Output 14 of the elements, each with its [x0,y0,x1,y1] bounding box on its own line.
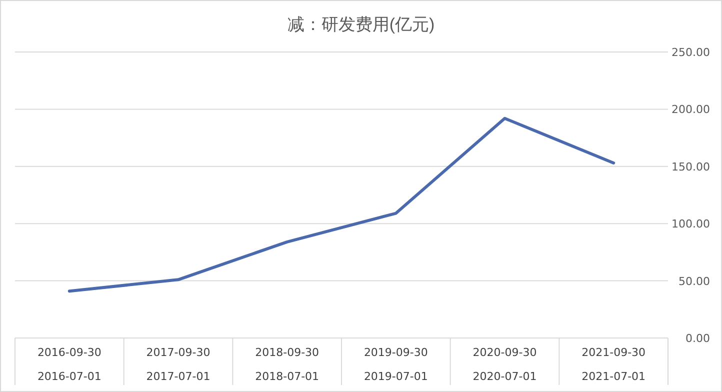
y-tick-label: 200.00 [672,103,710,116]
x-tick-label: 2019-09-30 2019-07-01 [364,346,428,383]
x-tick-label: 2016-09-30 2016-07-01 [37,346,102,383]
y-tick-label: 50.00 [678,274,710,288]
x-tick-label: 2021-09-30 2021-07-01 [582,346,646,383]
x-tick-label: 2020-09-30 2020-07-01 [472,346,537,383]
y-tick-label: 100.00 [672,218,710,231]
chart-title: 减：研发费用(亿元) [287,15,435,34]
x-tick-label: 2017-09-30 2017-07-01 [146,346,210,383]
y-tick-label: 250.00 [672,46,710,59]
x-tick-label: 2018-09-30 2018-07-01 [255,346,320,383]
y-tick-label: 150.00 [672,160,710,174]
y-tick-label: 0.00 [686,332,710,345]
line-series [68,116,616,293]
